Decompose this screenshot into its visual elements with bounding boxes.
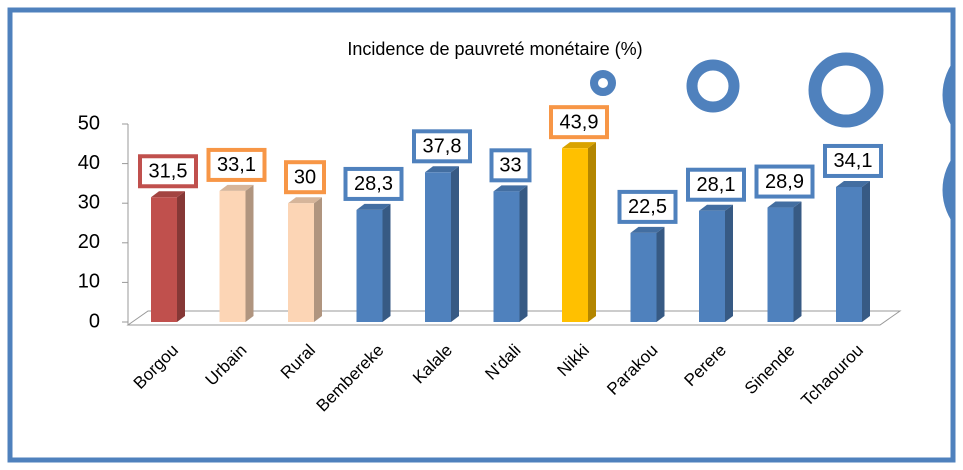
bar [288,197,322,322]
bar [356,203,391,322]
bar-front [630,232,657,322]
bar-front [493,191,520,322]
bar [699,204,733,322]
value-label-box [823,143,883,178]
bar-top [562,142,596,149]
value-label-box [489,148,532,183]
value-label: 43,9 [560,111,599,133]
bar-side [862,180,870,322]
bar-front [425,172,451,322]
bar [425,166,459,322]
y-tick-label: 40 [78,152,100,174]
bar-side [588,142,596,322]
value-label-box [617,189,678,224]
bar-front [699,210,725,322]
decoration [590,52,951,221]
value-label-box [284,160,326,195]
value-label: 33,1 [217,154,256,176]
bar-top [630,226,665,233]
y-tick-label: 30 [78,191,100,213]
value-label: 37,8 [423,136,462,158]
bar-top [699,204,733,211]
bar-side [725,204,733,322]
bar-front [836,186,862,322]
bar-top [356,203,391,210]
bar [493,185,528,322]
y-tick-label: 10 [78,271,100,293]
value-label-box [754,164,815,199]
value-label-box [686,167,746,202]
bar [630,226,665,322]
bar [562,142,596,322]
y-tick-label: 20 [78,231,100,253]
bar-top [493,185,528,192]
bar [219,184,254,322]
value-label: 31,5 [149,161,188,183]
bar [767,201,802,322]
bar-front [151,197,177,322]
bar-top [836,180,870,187]
value-label: 33 [499,155,521,177]
bar-side [656,226,665,322]
value-label-box [343,166,404,201]
value-label-box [138,154,198,189]
bar-side [382,203,391,322]
bar-side [519,185,528,322]
value-label: 28,3 [354,173,393,195]
value-label-box [206,147,267,182]
bar-side [793,201,802,322]
bar-top [767,201,802,208]
bar-side [245,184,254,322]
bar [836,180,870,322]
value-label: 22,5 [628,196,667,218]
bar-front [356,209,383,322]
y-tick-label: 50 [78,112,100,134]
y-tick-label: 0 [89,310,100,332]
bar-top [288,197,322,204]
bar-front [562,148,588,322]
value-label-box [412,129,472,164]
value-label: 34,1 [834,150,873,172]
bar-side [314,197,322,322]
bar-top [151,191,185,198]
chart-title: Incidence de pauvreté monétaire (%) [347,39,642,59]
value-label: 28,9 [765,171,804,193]
value-label: 30 [294,166,316,188]
bar-side [451,166,459,322]
bar-top [425,166,459,173]
bar-front [219,190,246,322]
bar-front [288,203,314,322]
bar [151,191,185,322]
value-label-box [549,105,609,140]
bar-front [767,207,794,322]
bar-side [177,191,185,322]
value-label: 28,1 [697,174,736,196]
bar-top [219,184,254,191]
